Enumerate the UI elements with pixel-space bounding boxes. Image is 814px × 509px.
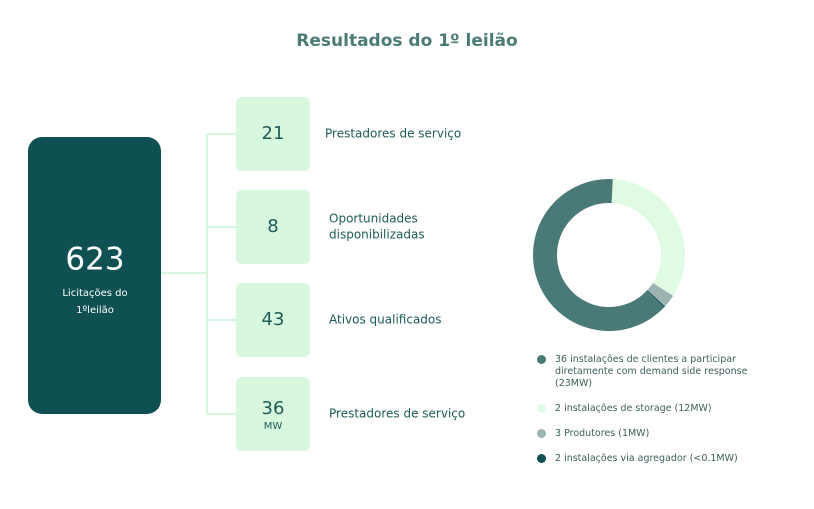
legend-label: 2 instalações via agregador (<0.1MW) — [555, 453, 738, 464]
item-label: Oportunidades — [329, 212, 418, 226]
legend-item: 2 instalações via agregador (<0.1MW) — [537, 453, 787, 465]
item-box — [236, 190, 310, 264]
donut-segment — [647, 282, 674, 307]
donut-chart — [533, 178, 685, 331]
summary-label: 1ºleilão — [76, 305, 114, 316]
connectors — [161, 134, 208, 414]
item-label: Prestadores de serviço — [325, 127, 461, 141]
legend-swatch — [537, 355, 546, 364]
donut-segment — [533, 178, 665, 331]
item-value: 36 — [262, 398, 285, 419]
item-label: disponibilizadas — [329, 228, 425, 242]
summary-box — [28, 137, 161, 414]
legend-item: 2 instalações de storage (12MW) — [537, 403, 787, 415]
item-box — [236, 283, 310, 357]
item-unit: MW — [264, 421, 283, 432]
legend-label: 3 Produtores (1MW) — [555, 428, 650, 439]
legend-item: 3 Produtores (1MW) — [537, 428, 787, 440]
legend-label: 36 instalações de clientes a participar … — [555, 354, 748, 389]
legend-item: 36 instalações de clientes a participar … — [537, 354, 787, 390]
summary-value: 623 — [65, 242, 124, 278]
title: Resultados do 1º leilão — [296, 31, 517, 51]
item-box — [236, 377, 310, 451]
item-box — [236, 97, 310, 171]
legend-swatch — [537, 404, 546, 413]
item-value: 8 — [267, 216, 278, 237]
items: 21 Prestadores de serviço 8 Oportunidades di… — [207, 97, 465, 451]
donut-segment — [646, 290, 666, 308]
summary-label: Licitações do — [62, 288, 127, 299]
item-label: Ativos qualificados — [329, 313, 442, 327]
item-value: 21 — [262, 123, 285, 144]
item-value: 43 — [262, 309, 285, 330]
item-label: Prestadores de serviço — [329, 407, 465, 421]
donut-segment — [611, 179, 685, 296]
legend: 36 instalações de clientes a participar … — [537, 354, 787, 478]
legend-label: 2 instalações de storage (12MW) — [555, 403, 712, 414]
legend-swatch — [537, 454, 546, 463]
legend-swatch — [537, 429, 546, 438]
